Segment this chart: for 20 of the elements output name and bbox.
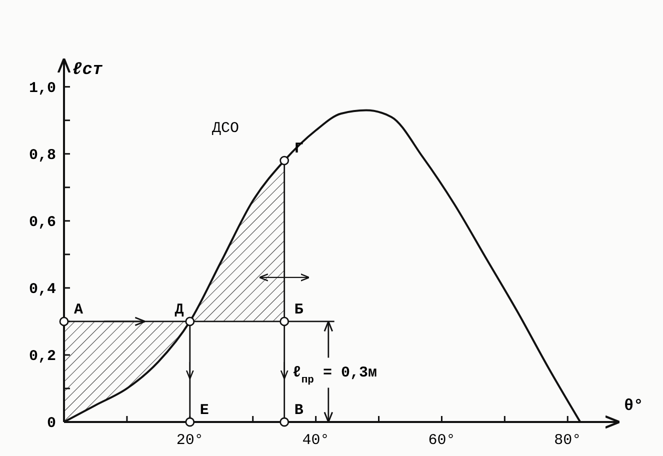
x-tick-label: 40° bbox=[302, 432, 330, 449]
annotation: В bbox=[294, 402, 304, 419]
annotation: Е bbox=[200, 402, 209, 419]
x-tick-label: 60° bbox=[428, 432, 456, 449]
x-tick-label: 80° bbox=[554, 432, 582, 449]
x-axis-title: θ° bbox=[624, 397, 644, 415]
y-axis-title: ℓст bbox=[72, 61, 104, 80]
y-tick-label: 0 bbox=[46, 415, 56, 432]
annotation: А bbox=[74, 301, 84, 318]
x-tick-label: 20° bbox=[176, 432, 204, 449]
y-tick-label: 0,8 bbox=[28, 146, 56, 164]
annotation: ℓ$_{пр}$ = 0,3м bbox=[292, 364, 377, 387]
annotation: Г bbox=[294, 140, 304, 158]
annotation: ДСО bbox=[212, 120, 240, 137]
y-tick-label: 0,6 bbox=[28, 214, 56, 231]
annotation: Д bbox=[174, 301, 184, 318]
annotation: Б bbox=[294, 301, 304, 318]
y-tick-label: 0,4 bbox=[28, 280, 56, 298]
y-tick-label: 0,2 bbox=[28, 348, 56, 365]
y-tick-label: 1,0 bbox=[28, 80, 56, 97]
